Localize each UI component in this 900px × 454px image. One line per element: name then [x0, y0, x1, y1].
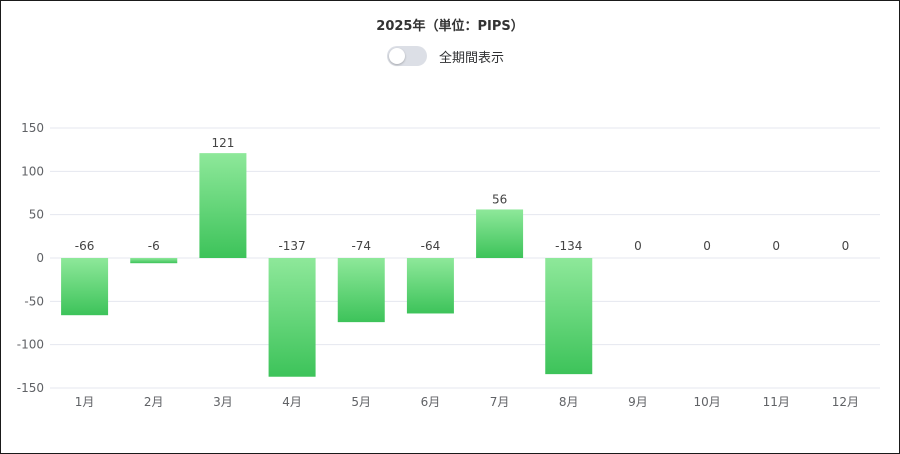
- bar-2月[interactable]: [130, 258, 178, 264]
- x-tick-label: 6月: [421, 395, 441, 409]
- bar-1月[interactable]: [61, 258, 109, 316]
- x-tick-label: 9月: [628, 395, 648, 409]
- y-tick-label: 50: [29, 208, 44, 222]
- full-period-toggle-row: 全期間表示: [387, 46, 504, 66]
- bars: [61, 153, 593, 377]
- data-label: -6: [148, 239, 160, 253]
- bar-5月[interactable]: [337, 258, 385, 323]
- y-tick-label: -50: [24, 294, 44, 308]
- x-tick-label: 8月: [559, 395, 579, 409]
- data-label: 0: [842, 239, 850, 253]
- full-period-toggle-label: 全期間表示: [439, 50, 505, 66]
- x-tick-label: 3月: [213, 395, 233, 409]
- data-label: 56: [492, 192, 507, 206]
- x-tick-label: 12月: [832, 395, 859, 409]
- bar-6月[interactable]: [406, 258, 454, 314]
- data-labels: -66 -6 121 -137 -74 -64 56 -134 0 0 0 0: [75, 136, 849, 253]
- x-tick-label: 7月: [490, 395, 510, 409]
- x-tick-label: 4月: [282, 395, 302, 409]
- x-tick-label: 2月: [144, 395, 164, 409]
- x-tick-label: 11月: [763, 395, 790, 409]
- y-tick-label: 150: [21, 121, 44, 135]
- bar-7月[interactable]: [476, 209, 524, 258]
- data-label: -64: [421, 239, 441, 253]
- x-tick-label: 10月: [693, 395, 720, 409]
- data-label: -137: [278, 239, 305, 253]
- y-tick-label: -150: [17, 381, 44, 395]
- y-tick-label: 100: [21, 164, 44, 178]
- data-label: -134: [555, 239, 582, 253]
- data-label: -66: [75, 239, 95, 253]
- chart-title: 2025年（単位：PIPS）: [376, 19, 524, 34]
- data-label: 0: [703, 239, 711, 253]
- y-tick-label: -100: [17, 338, 44, 352]
- y-tick-label: 0: [36, 251, 44, 265]
- full-period-toggle[interactable]: [387, 46, 427, 66]
- grid-lines: [50, 127, 880, 389]
- data-label: -74: [351, 239, 371, 253]
- bar-3月[interactable]: [199, 153, 247, 258]
- x-axis-ticks: 1月 2月 3月 4月 5月 6月 7月 8月 9月 10月 11月 12月: [75, 395, 859, 409]
- x-tick-label: 1月: [75, 395, 95, 409]
- y-axis-ticks: 150 100 50 0 -50 -100 -150: [17, 121, 44, 395]
- data-label: 0: [772, 239, 780, 253]
- bar-8月[interactable]: [545, 258, 593, 375]
- data-label: 0: [634, 239, 642, 253]
- x-tick-label: 5月: [351, 395, 371, 409]
- bar-4月[interactable]: [268, 258, 316, 377]
- toggle-knob: [389, 48, 405, 64]
- data-label: 121: [211, 136, 234, 150]
